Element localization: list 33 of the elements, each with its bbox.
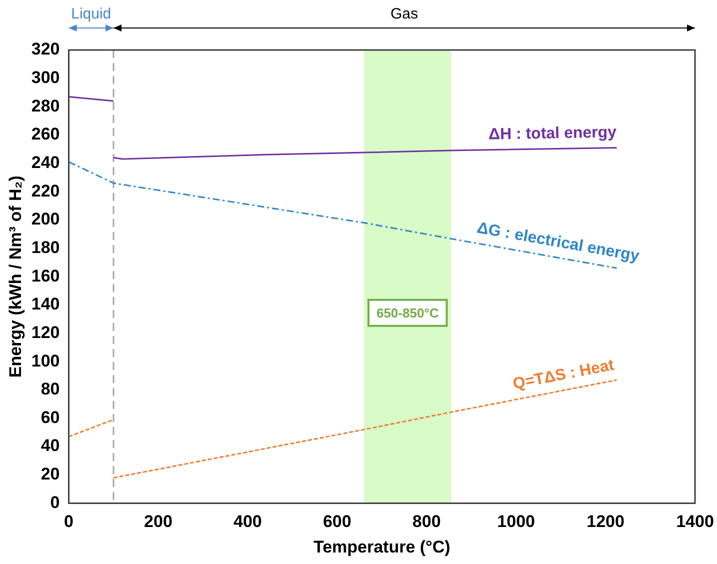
y-tick-label: 120 [31, 322, 60, 342]
y-tick-label: 140 [31, 294, 60, 314]
y-axis-title: Energy (kWh / Nm³ of H₂) [6, 176, 25, 378]
y-tick-label: 80 [40, 380, 60, 399]
y-tick-label: 40 [40, 436, 60, 456]
y-tick-label: 20 [40, 464, 60, 484]
x-axis-title: Temperature (°C) [313, 537, 450, 556]
text: Gas [390, 6, 418, 23]
x-tick-label: 800 [412, 512, 441, 532]
band-label: 650-850°C [376, 305, 440, 320]
y-tick-label: 60 [40, 408, 60, 427]
x-tick-label: 1400 [676, 512, 714, 532]
y-tick-label: 220 [31, 181, 60, 200]
y-tick-label: 180 [31, 238, 60, 257]
x-tick-label: 1200 [586, 512, 624, 532]
text: Q=TΔS : Heat [512, 356, 616, 394]
y-tick-label: 320 [31, 40, 60, 59]
y-tick-label: 260 [31, 124, 60, 144]
x-tick-label: 200 [144, 512, 172, 532]
x-tick-label: 400 [234, 512, 262, 532]
text: Liquid [71, 6, 112, 23]
x-tick-label: 600 [322, 512, 352, 532]
y-tick-label: 0 [50, 492, 60, 512]
x-tick-label: 1000 [497, 512, 535, 532]
y-tick-label: 280 [31, 96, 60, 116]
y-tick-label: 200 [31, 210, 60, 229]
x-tick-label: 0 [64, 512, 74, 532]
y-tick-label: 160 [31, 266, 60, 286]
series-label: ΔH : total energy [488, 124, 617, 144]
text: ΔG : electrical energy [476, 220, 641, 266]
y-tick-label: 300 [31, 68, 60, 88]
y-tick-label: 100 [31, 351, 60, 370]
y-tick-label: 240 [31, 152, 60, 172]
